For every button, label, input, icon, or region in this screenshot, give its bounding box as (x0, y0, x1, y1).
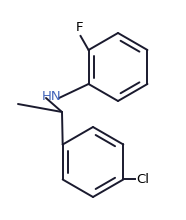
Text: HN: HN (42, 90, 62, 103)
Text: Cl: Cl (136, 173, 149, 186)
Text: F: F (76, 21, 83, 34)
